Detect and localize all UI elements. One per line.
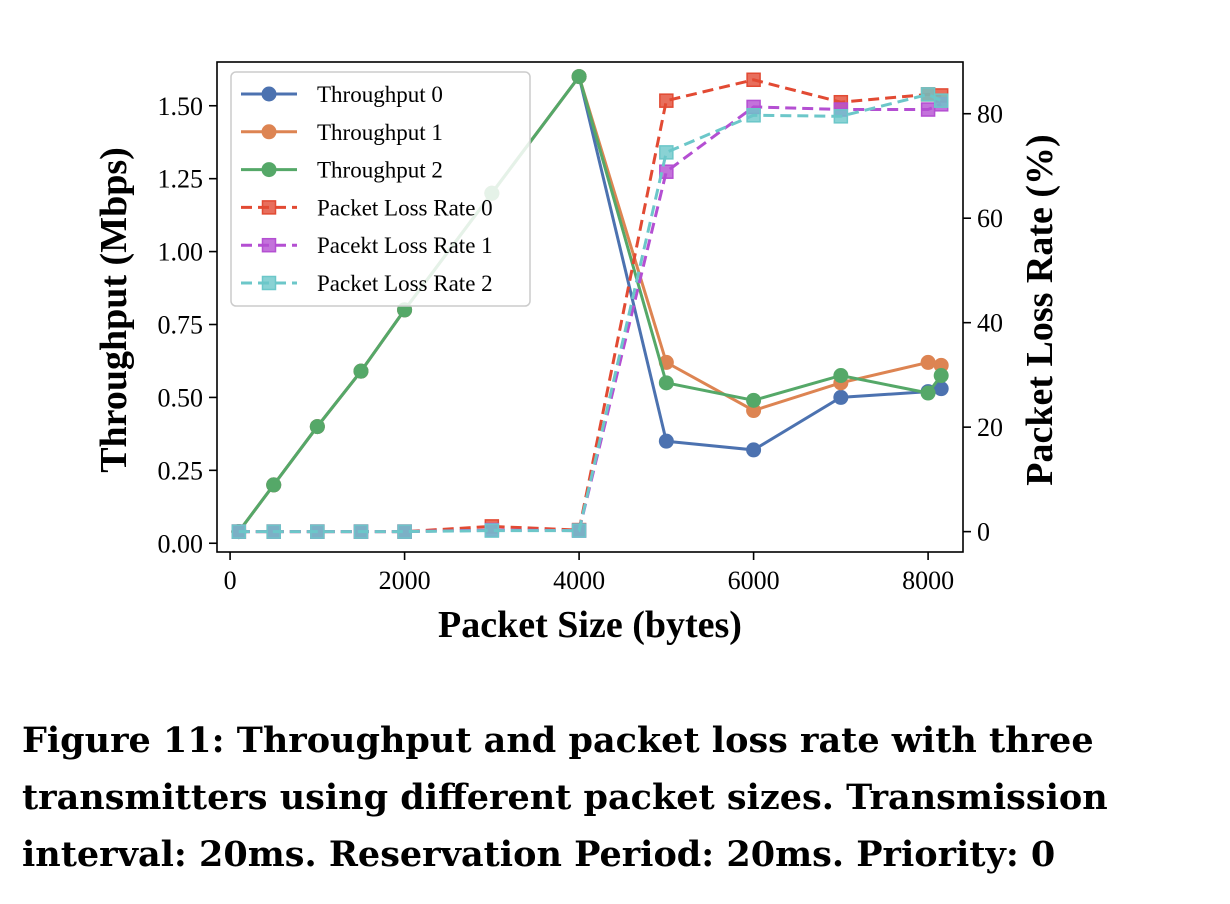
legend-marker — [261, 200, 277, 215]
y2-axis-label: Packet Loss Rate (%) — [1019, 134, 1061, 485]
data-point — [659, 93, 674, 108]
legend-item: Throughput 1 — [241, 120, 443, 145]
data-point — [746, 442, 762, 458]
legend-label: Pacekt Loss Rate 1 — [317, 233, 493, 258]
y-tick-label: 0.75 — [158, 311, 204, 340]
data-point — [920, 385, 936, 401]
data-point — [933, 368, 949, 384]
legend-marker — [261, 275, 277, 291]
data-point — [833, 109, 849, 124]
legend-item: Throughput 0 — [241, 82, 443, 107]
data-point — [231, 524, 247, 539]
legend-item: Throughput 2 — [241, 158, 443, 183]
data-point — [833, 389, 849, 405]
y-tick-label: 1.50 — [158, 92, 204, 121]
y-axis-label: Throughput (Mbps) — [93, 147, 135, 473]
y2-tick-label: 60 — [977, 204, 1003, 233]
legend-marker — [261, 86, 277, 102]
legend-marker — [261, 237, 277, 253]
data-point — [266, 477, 282, 493]
y2-tick-label: 0 — [977, 518, 990, 547]
data-point — [746, 72, 761, 88]
y-tick-label: 0.00 — [158, 529, 204, 558]
x-tick-label: 0 — [224, 566, 237, 595]
legend-label: Packet Loss Rate 2 — [317, 271, 493, 296]
x-tick-label: 6000 — [728, 566, 780, 595]
legend-item: Packet Loss Rate 0 — [241, 195, 493, 220]
y-tick-label: 1.00 — [158, 238, 204, 267]
data-point — [658, 375, 674, 391]
series-layer — [231, 69, 949, 540]
legend-marker — [261, 162, 277, 178]
y-tick-label: 0.50 — [158, 383, 204, 412]
data-point — [484, 523, 500, 538]
y2-tick-label: 40 — [977, 309, 1003, 338]
data-point — [659, 164, 674, 179]
y2-tick-label: 20 — [977, 413, 1003, 442]
y2-tick-label: 80 — [977, 100, 1003, 129]
y-tick-label: 0.25 — [158, 456, 204, 485]
x-tick-label: 4000 — [553, 566, 605, 595]
series-5 — [231, 87, 949, 539]
data-point — [920, 354, 936, 370]
legend-item: Packet Loss Rate 2 — [241, 271, 493, 296]
data-point — [571, 523, 587, 538]
data-point — [309, 419, 325, 435]
x-tick-label: 2000 — [379, 566, 431, 595]
data-point — [920, 102, 936, 117]
data-point — [933, 381, 949, 397]
x-tick-label: 8000 — [902, 566, 954, 595]
legend-label: Throughput 1 — [317, 120, 443, 145]
plot-frame — [216, 61, 964, 553]
legend-label: Throughput 2 — [317, 158, 443, 183]
data-point — [310, 524, 325, 539]
data-point — [571, 69, 587, 85]
data-point — [266, 524, 281, 539]
y-tick-label: 1.25 — [158, 165, 204, 194]
data-point — [746, 108, 761, 123]
data-point — [659, 145, 674, 160]
data-point — [833, 368, 849, 384]
legend: Throughput 0 Throughput 1 Throughput 2 Pack… — [230, 71, 531, 307]
data-point — [353, 363, 369, 379]
chart: 0 2000 4000 6000 8000 0.00 0.25 0.50 0.75 1.00 1.2… — [93, 61, 1061, 646]
series-line — [237, 73, 943, 533]
legend-marker — [261, 124, 277, 140]
series-line — [238, 92, 942, 534]
data-point — [933, 93, 949, 108]
legend-box — [230, 71, 531, 307]
x-axis-label: Packet Size (bytes) — [438, 604, 742, 646]
legend-label: Throughput 0 — [317, 82, 443, 107]
data-point — [920, 87, 936, 102]
data-point — [353, 524, 369, 539]
data-point — [397, 524, 412, 539]
axes-layer: 0 2000 4000 6000 8000 0.00 0.25 0.50 0.75 1.00 1.2… — [158, 61, 1003, 595]
data-point — [658, 433, 674, 449]
legend-item: Pacekt Loss Rate 1 — [241, 233, 493, 258]
figure-caption: Figure 11: Throughput and packet loss ra… — [22, 720, 1108, 875]
legend-label: Packet Loss Rate 0 — [317, 195, 493, 220]
data-point — [746, 392, 762, 408]
